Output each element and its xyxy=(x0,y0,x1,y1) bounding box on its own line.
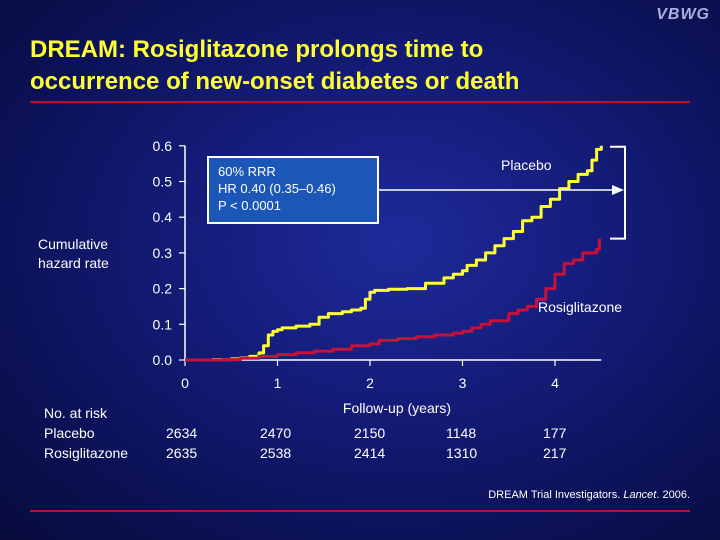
chart-axes: 0.0 0.1 0.2 0.3 0.4 0.5 0.6 0 1 2 3 4 xyxy=(153,138,602,391)
at-risk-rosiglitazone-0: 2635 xyxy=(166,445,198,461)
at-risk-rosiglitazone-1: 2538 xyxy=(260,445,292,461)
x-tick-label-3: 3 xyxy=(459,375,467,391)
chart-series xyxy=(185,145,603,362)
series-line-placebo xyxy=(185,145,603,362)
y-tick-label-3: 0.3 xyxy=(153,245,173,261)
gap-bracket xyxy=(610,145,626,240)
at-risk-placebo-0: 2634 xyxy=(166,425,198,441)
at-risk-rosiglitazone-2: 2414 xyxy=(354,445,386,461)
stats-box: 60% RRR HR 0.40 (0.35–0.46) P < 0.0001 xyxy=(207,156,379,224)
y-axis-label-line1: Cumulative xyxy=(38,236,109,252)
y-tick-label-6: 0.6 xyxy=(153,138,173,154)
y-axis-label: Cumulative hazard rate xyxy=(38,235,109,273)
series-label-placebo: Placebo xyxy=(501,157,552,173)
at-risk-rosiglitazone-4: 217 xyxy=(543,445,567,461)
x-tick-label-2: 2 xyxy=(366,375,374,391)
citation: DREAM Trial Investigators. Lancet. 2006. xyxy=(488,489,690,501)
y-tick-label-1: 0.1 xyxy=(153,316,173,332)
citation-suffix: . 2006. xyxy=(656,489,690,501)
y-tick-label-2: 0.2 xyxy=(153,281,173,297)
at-risk-label-rosiglitazone: Rosiglitazone xyxy=(44,445,129,461)
x-tick-label-1: 1 xyxy=(274,375,282,391)
series-label-rosiglitazone: Rosiglitazone xyxy=(538,299,622,315)
at-risk-heading: No. at risk xyxy=(44,405,108,421)
slide-title-line2: occurrence of new-onset diabetes or deat… xyxy=(30,68,520,95)
x-axis-title: Follow-up (years) xyxy=(343,400,451,416)
chart-labels: Follow-up (years) Placebo Rosiglitazone xyxy=(343,145,626,416)
at-risk-placebo-4: 177 xyxy=(543,425,567,441)
at-risk-placebo-2: 2150 xyxy=(354,425,386,441)
citation-journal: Lancet xyxy=(623,489,657,501)
x-tick-label-0: 0 xyxy=(181,375,189,391)
slide-title-line1: DREAM: Rosiglitazone prolongs time to xyxy=(30,36,484,63)
at-risk-placebo-3: 1148 xyxy=(446,425,477,441)
footer-divider xyxy=(30,510,690,512)
stats-rrr: 60% RRR xyxy=(218,164,276,179)
series-line-rosiglitazone xyxy=(185,238,601,362)
title-divider xyxy=(30,101,690,103)
x-tick-label-4: 4 xyxy=(551,375,559,391)
gap-arrow-head xyxy=(612,185,624,195)
y-axis-label-line2: hazard rate xyxy=(38,255,109,271)
citation-prefix: DREAM Trial Investigators. xyxy=(488,489,624,501)
at-risk-label-placebo: Placebo xyxy=(44,425,95,441)
stats-pvalue: P < 0.0001 xyxy=(218,198,282,213)
at-risk-placebo-1: 2470 xyxy=(260,425,292,441)
y-tick-label-4: 0.4 xyxy=(153,209,173,225)
y-tick-label-0: 0.0 xyxy=(153,352,173,368)
vbwg-watermark: VBWG xyxy=(656,6,710,23)
slide-title: DREAM: Rosiglitazone prolongs time to oc… xyxy=(30,34,690,98)
at-risk-rosiglitazone-3: 1310 xyxy=(446,445,478,461)
y-tick-label-5: 0.5 xyxy=(153,174,173,190)
stats-hr: HR 0.40 (0.35–0.46) xyxy=(218,181,336,196)
